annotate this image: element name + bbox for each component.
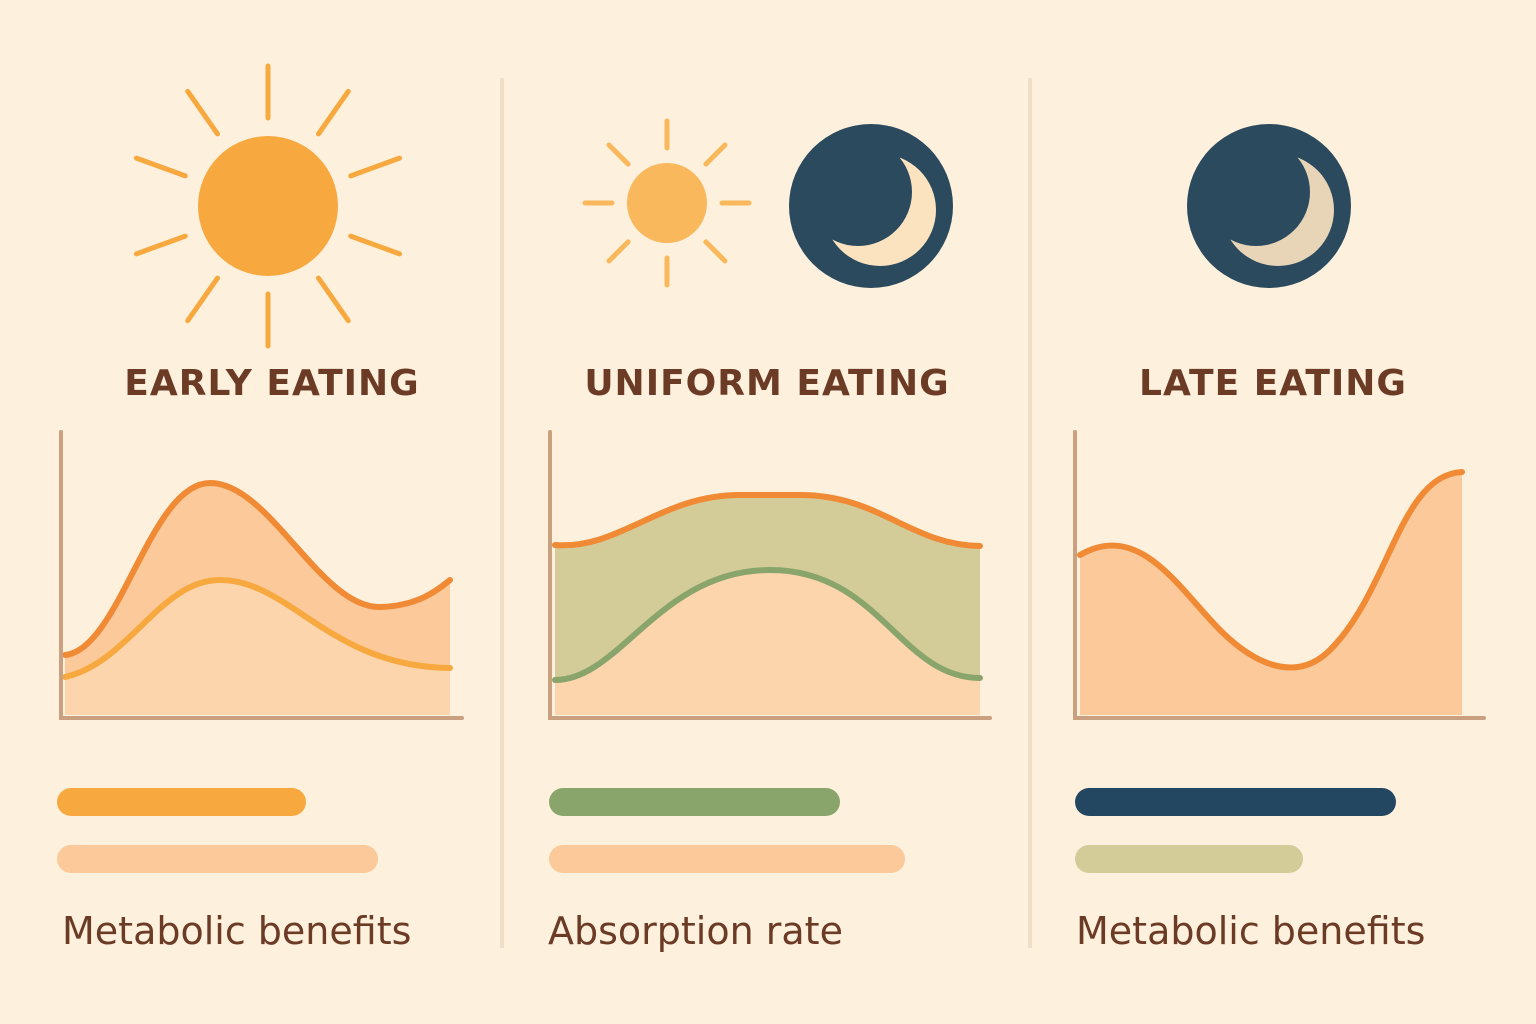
sun xyxy=(198,136,338,276)
sun-ray xyxy=(703,142,728,167)
sun-ray xyxy=(348,155,403,179)
curve xyxy=(62,576,453,680)
area xyxy=(555,570,980,715)
sun-ray xyxy=(133,155,188,179)
sun-ray xyxy=(185,88,221,137)
bar xyxy=(1075,845,1303,873)
panel-title: UNIFORM EATING xyxy=(584,363,949,404)
area xyxy=(1080,472,1462,715)
bar xyxy=(549,845,905,873)
bar xyxy=(549,788,840,816)
panel-early: EARLY EATING Metabolic benefits xyxy=(57,63,464,953)
panel-late: LATE EATING Metabolic benefits xyxy=(1073,124,1486,953)
sun-ray xyxy=(606,142,631,167)
curve xyxy=(1077,469,1465,671)
sun-ray xyxy=(133,233,188,257)
crescent-shadow xyxy=(1202,138,1310,246)
bar xyxy=(57,845,378,873)
sun-ray xyxy=(703,239,728,264)
sun-ray xyxy=(315,275,351,324)
curve xyxy=(552,566,983,683)
axis xyxy=(1073,430,1486,720)
caption: Metabolic benefits xyxy=(62,909,411,953)
sun-ray xyxy=(348,233,403,257)
sun xyxy=(627,163,707,243)
caption: Absorption rate xyxy=(548,909,843,953)
sun-rays xyxy=(582,118,752,288)
sun-ray xyxy=(606,239,631,264)
panel-uniform: UNIFORM EATING Absorption rate xyxy=(548,118,992,953)
curve xyxy=(552,492,983,549)
sun-ray xyxy=(315,88,351,137)
curve xyxy=(62,479,453,658)
panel-title: LATE EATING xyxy=(1139,363,1407,404)
sun-rays xyxy=(133,63,403,349)
axis xyxy=(548,430,992,720)
bar xyxy=(1075,788,1396,816)
crescent-shadow xyxy=(804,138,912,246)
bar xyxy=(57,788,306,816)
panel-title: EARLY EATING xyxy=(124,363,419,404)
caption: Metabolic benefits xyxy=(1076,909,1425,953)
axis xyxy=(59,430,464,720)
area xyxy=(65,580,450,715)
sun-ray xyxy=(185,275,221,324)
